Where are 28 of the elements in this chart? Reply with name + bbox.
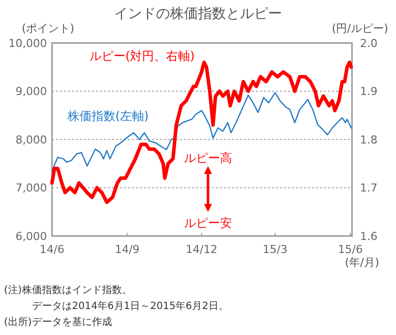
y-tick-label: 10,000 [8, 36, 47, 50]
series-label: ルピー(対円、右軸) [89, 49, 195, 63]
annotation: ルピー高 [184, 151, 232, 165]
x-tick-label: 14/6 [40, 243, 64, 256]
y-tick-label: 9,000 [16, 85, 47, 98]
y-tick-label: 8,000 [16, 133, 47, 146]
y2-tick-label: 2.0 [360, 36, 378, 50]
y-axis-title: (ポイント) [22, 22, 74, 35]
x-tick-label: 15/6 [338, 243, 363, 256]
x-axis-title: (年/月) [344, 256, 380, 269]
line-series [51, 92, 352, 172]
y2-tick-label: 1.9 [360, 85, 378, 98]
text: (注)株価指数はインド指数。 [4, 284, 132, 296]
x-tick-label: 15/3 [262, 243, 288, 256]
chart-title: インドの株価指数とルピー [114, 6, 282, 22]
y2-tick-label: 1.6 [360, 230, 378, 243]
line-series [50, 60, 353, 204]
y2-axis-title: (円/ルピー) [332, 22, 388, 35]
y-tick-label: 6,000 [16, 230, 47, 243]
y2-tick-label: 1.7 [360, 182, 378, 195]
x-tick-label: 14/12 [186, 243, 218, 256]
text: (出所)データを基に作成 [4, 316, 112, 328]
annotation: ルピー安 [184, 216, 232, 230]
y-tick-label: 7,000 [16, 182, 47, 195]
x-tick-label: 14/9 [114, 243, 140, 256]
series-label: 株価指数(左軸) [66, 109, 149, 123]
y2-tick-label: 1.8 [360, 133, 378, 146]
text: データは2014年6月1日～2015年6月2日。 [32, 300, 228, 312]
